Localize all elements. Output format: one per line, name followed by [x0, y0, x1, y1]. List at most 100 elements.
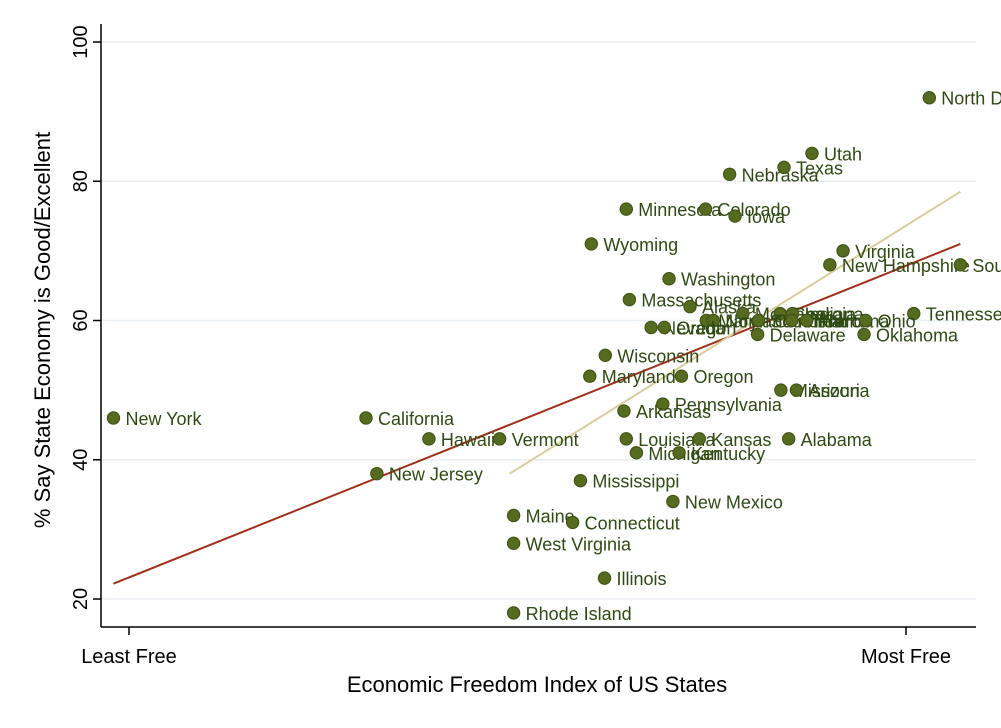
point-connecticut-6 — [565, 515, 580, 530]
point-oregon-38 — [657, 320, 672, 335]
plot-background — [101, 24, 976, 627]
point-label-ohio-36: Ohio — [878, 312, 916, 332]
point-wyoming-12 — [584, 237, 599, 251]
point-label-north-dakota-19: North Dakota — [941, 89, 1001, 109]
point-new-york-0 — [106, 411, 121, 425]
point-label-mississippi-10: Mississippi — [592, 472, 679, 492]
point-oklahoma-24 — [857, 327, 871, 342]
point-label-arizona-44: Arizona — [808, 381, 870, 401]
point-label-kansas-48: Kansas — [711, 430, 771, 450]
point-label-connecticut-6: Connecticut — [585, 513, 680, 533]
fit-lines — [113, 190, 961, 585]
point-label-texas-17: Texas — [796, 158, 843, 178]
point-south-carolina-33 — [751, 313, 766, 328]
point-mississippi-10 — [573, 473, 588, 488]
point-label-new-york-0: New York — [125, 409, 202, 429]
point-hawaii-2 — [422, 432, 436, 446]
point-idaho-34 — [785, 313, 799, 328]
axes: 20 40 60 80 100 Least Free Most Free — [70, 24, 976, 668]
point-label-iowa-15: Iowa — [747, 207, 786, 227]
point-label-indiana-30: Indiana — [805, 305, 865, 325]
point-label-vermont-3: Vermont — [512, 430, 579, 450]
point-colorado-14 — [698, 202, 713, 216]
y-tick-label-60: 60 — [70, 309, 92, 331]
point-massachusetts-26 — [622, 292, 637, 307]
linear-fit — [113, 242, 961, 585]
point-label-idaho-34: Idaho — [804, 312, 849, 332]
point-kentucky-51 — [672, 446, 686, 460]
point-virginia-20 — [836, 244, 850, 258]
point-arkansas-46 — [617, 404, 631, 418]
point-tennessee-23 — [907, 306, 921, 321]
point-new-jersey-4 — [370, 466, 384, 481]
point-alabama-49 — [781, 432, 796, 446]
point-utah-18 — [805, 146, 819, 161]
y-tick-label-20: 20 — [70, 588, 92, 610]
point-illinois-8 — [597, 571, 612, 585]
point-label-wyoming-12: Wyoming — [603, 235, 678, 255]
point-label-nebraska-16: Nebraska — [742, 165, 820, 185]
point-label-maine-5: Maine — [526, 506, 575, 526]
x-axis-title: Economic Freedom Index of US States — [347, 672, 727, 697]
point-california-1 — [359, 411, 373, 425]
point-maryland-41 — [583, 369, 597, 383]
point-label-oregon-38: Oregon — [676, 318, 736, 338]
point-label-hawaii-2: Hawaii — [441, 430, 495, 450]
point-vermont-3 — [492, 432, 507, 446]
point-oregon-42 — [674, 369, 689, 383]
point-label-rhode-island-9: Rhode Island — [526, 604, 632, 624]
point-label-maryland-41: Maryland — [602, 367, 676, 387]
point-nevada-37 — [644, 320, 658, 335]
point-ohio-36 — [858, 313, 873, 328]
y-tick-label-40: 40 — [70, 449, 92, 471]
x-tick-label-0: Least Free — [81, 646, 177, 668]
point-texas-17 — [777, 160, 791, 175]
point-label-virginia-20: Virginia — [855, 242, 916, 262]
linear-fit-2 — [509, 190, 961, 475]
point-maine-5 — [506, 508, 521, 523]
point-label-kentucky-51: Kentucky — [691, 444, 765, 464]
point-minnesota-13 — [619, 202, 633, 216]
point-label-tennessee-23: Tennessee — [926, 305, 1001, 325]
point-arizona-44 — [789, 383, 804, 397]
point-washington-25 — [662, 272, 676, 286]
point-new-hampshire-21 — [823, 258, 837, 272]
point-label-massachusetts-26: Massachusetts — [641, 291, 761, 311]
point-louisiana-47 — [619, 432, 633, 446]
y-tick-label-100: 100 — [70, 25, 92, 58]
point-alaska-27 — [683, 299, 697, 314]
point-south-dakota-22 — [953, 258, 968, 272]
point-kansas-48 — [692, 432, 707, 446]
point-label-utah-18: Utah — [824, 144, 862, 164]
point-west-virginia-7 — [506, 536, 521, 550]
point-label-new-hampshire-21: New Hampshire — [842, 256, 970, 276]
point-label-pennsylvania-45: Pennsylvania — [675, 395, 783, 415]
point-delaware-39 — [750, 327, 765, 342]
y-axis-title: % Say State Economy is Good/Excellent — [30, 132, 55, 528]
point-nebraska-16 — [722, 167, 737, 181]
point-north-carolina-32 — [706, 313, 721, 328]
x-tick-label-1: Most Free — [861, 646, 951, 668]
point-pennsylvania-45 — [656, 397, 670, 411]
point-label-new-mexico-11: New Mexico — [685, 493, 783, 513]
y-tick-label-80: 80 — [70, 170, 92, 192]
point-label-new-jersey-4: New Jersey — [389, 465, 483, 485]
point-montana-28 — [736, 306, 750, 321]
point-label-oklahoma-24: Oklahoma — [876, 325, 959, 345]
point-label-california-1: California — [378, 409, 455, 429]
point-wisconsin-40 — [598, 348, 613, 363]
point-label-nevada-37: Nevada — [663, 318, 726, 338]
point-north-dakota-19 — [922, 91, 937, 105]
point-label-arkansas-46: Arkansas — [636, 402, 711, 422]
grid-lines — [101, 41, 976, 600]
point-label-illinois-8: Illinois — [617, 569, 667, 589]
point-missouri-43 — [774, 383, 788, 397]
point-michigan-50 — [629, 446, 644, 460]
point-label-oregon-42: Oregon — [693, 367, 753, 387]
point-label-delaware-39: Delaware — [770, 325, 846, 345]
point-florida-35 — [799, 313, 814, 328]
point-label-alabama-49: Alabama — [801, 430, 873, 450]
point-label-missouri-43: Missouri — [793, 381, 860, 401]
